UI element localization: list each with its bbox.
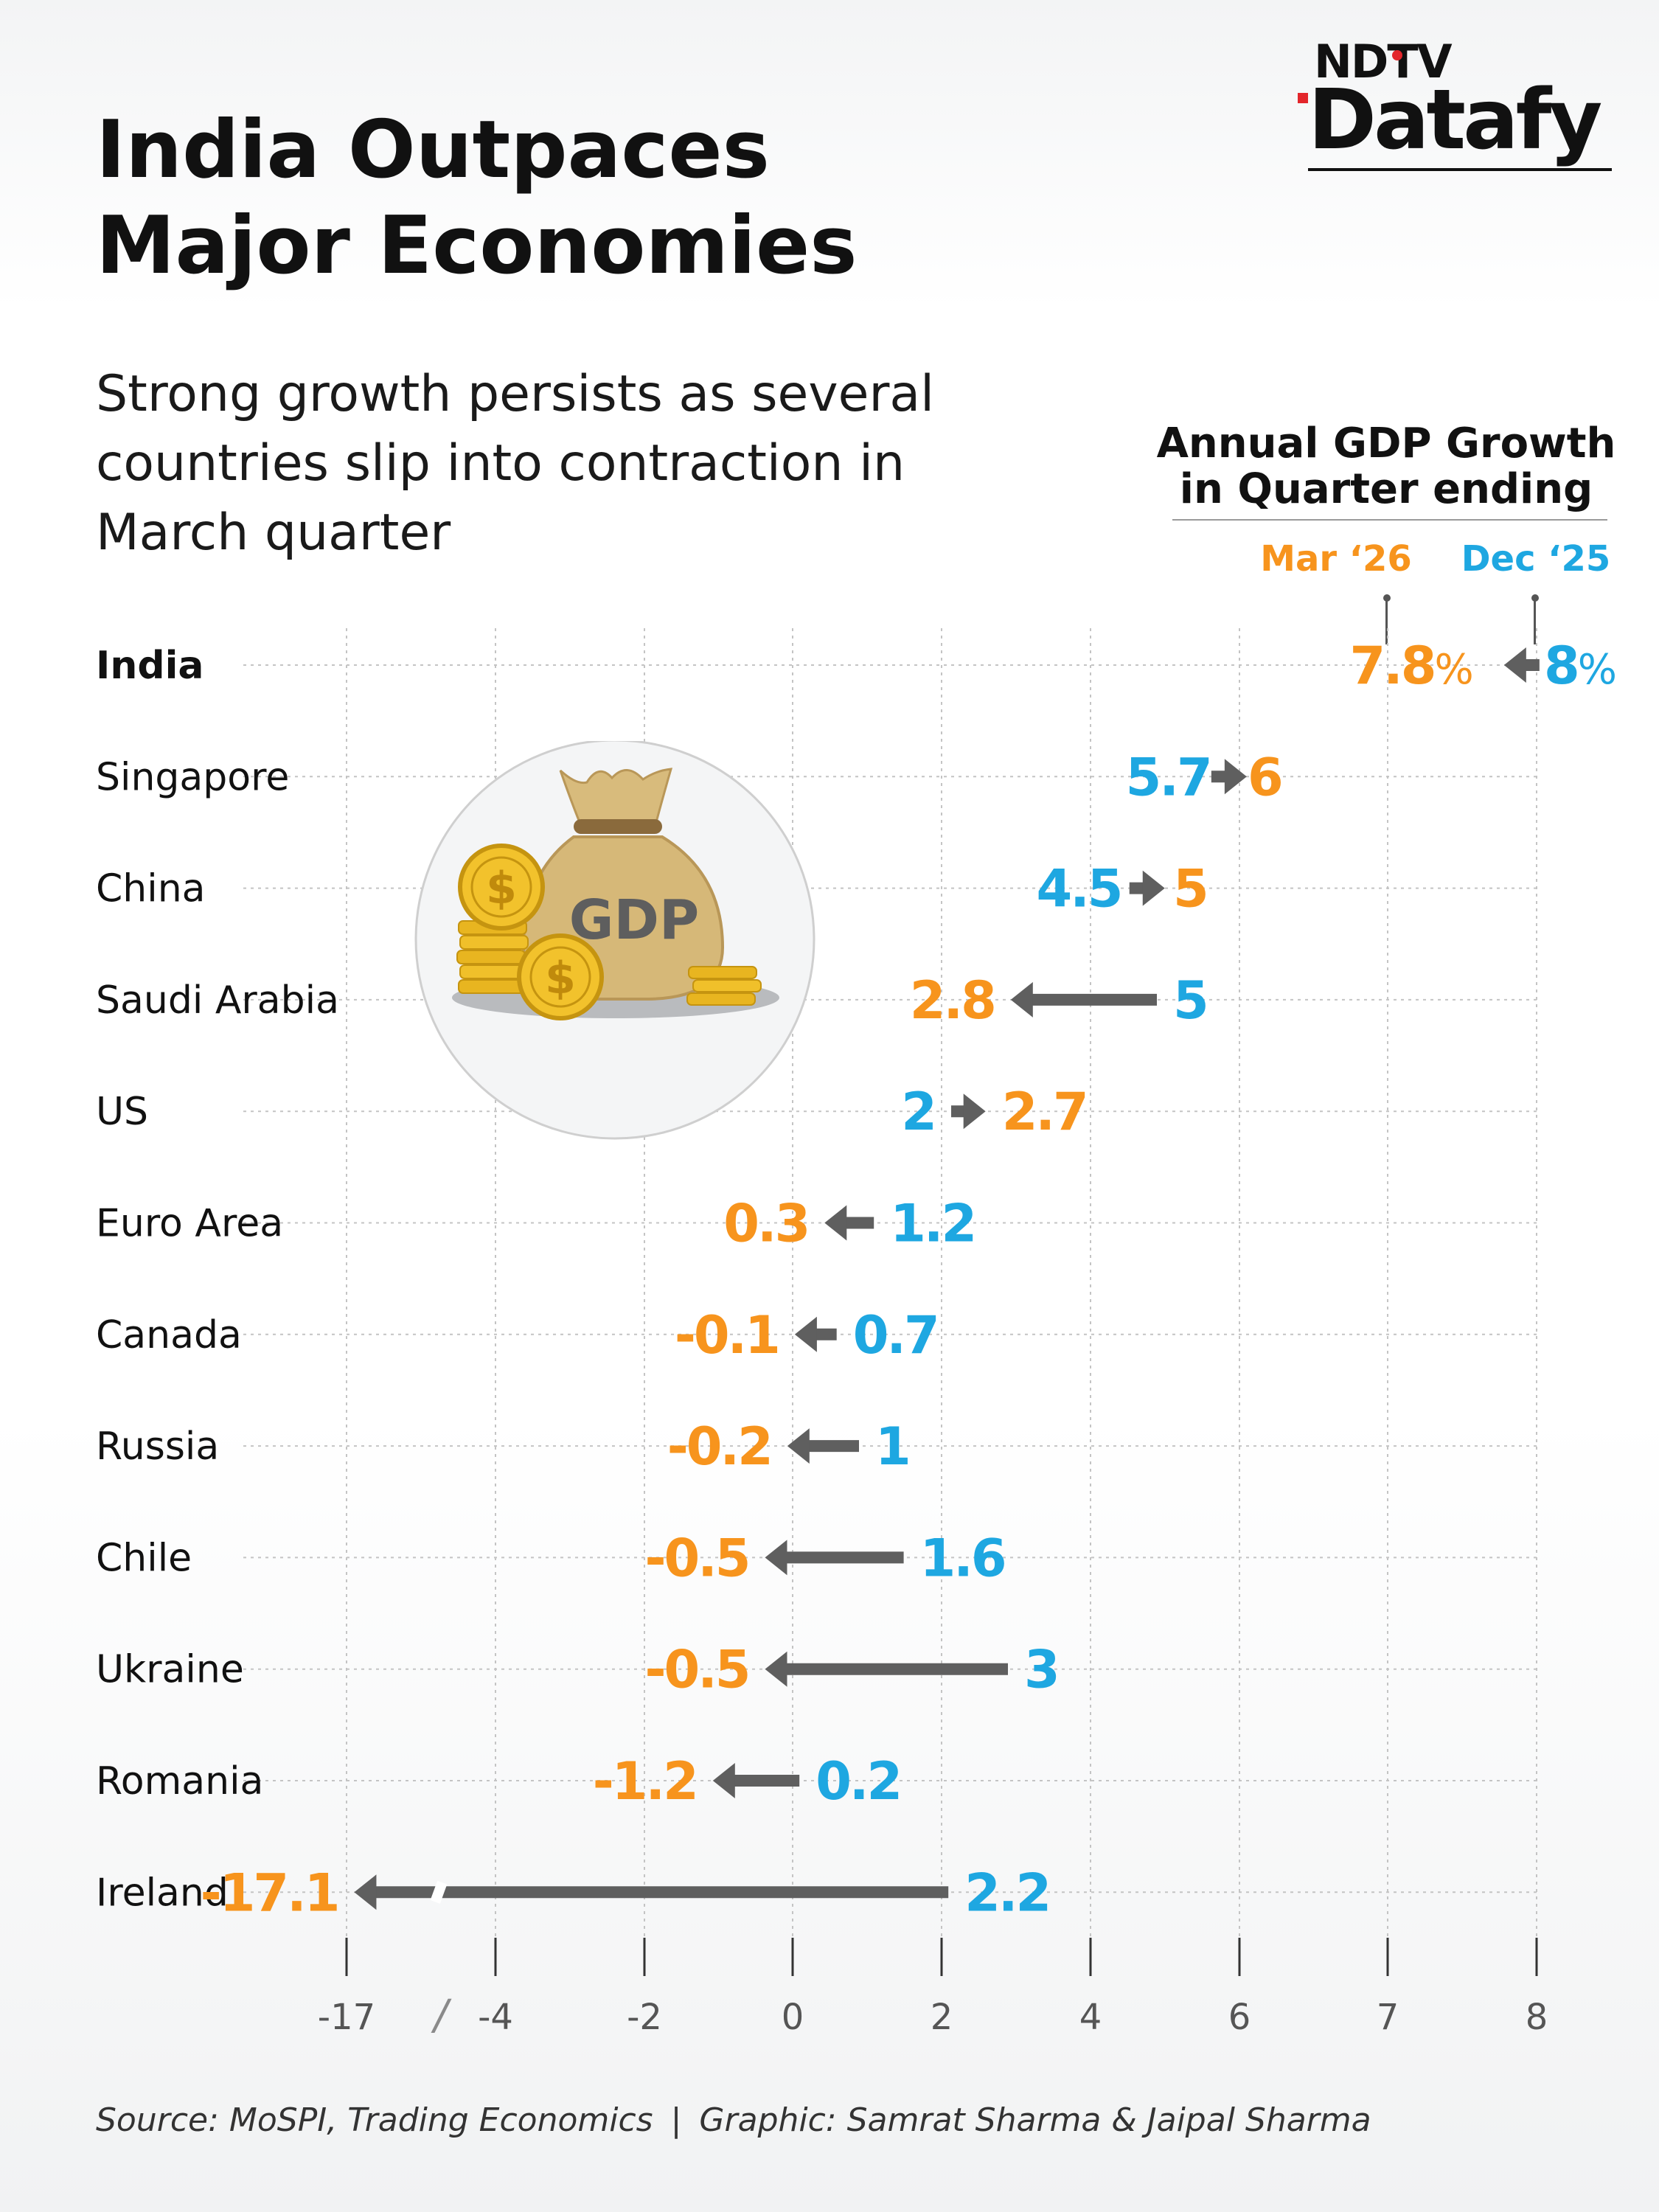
category-label-ireland: Ireland <box>96 1871 229 1915</box>
legend-tick-dec-25 <box>1534 599 1536 644</box>
dollar-coin-icon-top: $ <box>458 844 545 931</box>
dec-25-value-euro-area: 1.2 <box>890 1194 975 1254</box>
x-tick-label-8: 8 <box>1526 1997 1548 2038</box>
change-arrow-head-romania <box>712 1763 735 1798</box>
mar-26-value-romania: -1.2 <box>593 1751 697 1812</box>
mar-26-value-ireland: -17.1 <box>201 1863 338 1923</box>
x-tick-label-4: 2 <box>931 1997 953 2038</box>
source-text: Source: MoSPI, Trading Economics <box>96 2101 653 2139</box>
legend-title-line-1: Annual GDP Growth <box>1156 420 1616 467</box>
category-label-chile: Chile <box>96 1536 192 1580</box>
x-tick-label-1: -4 <box>478 1997 513 2038</box>
mar-26-value-india: 7.8% <box>1349 636 1472 696</box>
change-arrow-head-singapore <box>1224 759 1247 795</box>
dec-25-value-us: 2 <box>901 1082 935 1142</box>
change-arrow-head-canada <box>794 1316 817 1352</box>
dec-25-value-singapore: 5.7 <box>1126 747 1211 807</box>
footer-separator: | <box>670 2101 682 2139</box>
mar-26-value-us: 2.7 <box>1002 1082 1087 1142</box>
change-arrow-head-china <box>1142 870 1165 906</box>
category-label-euro-area: Euro Area <box>96 1202 283 1246</box>
dec-25-value-romania: 0.2 <box>815 1751 900 1812</box>
title-line-2: Major Economies <box>96 200 858 292</box>
mar-26-value-chile: -0.5 <box>644 1528 748 1588</box>
category-label-ukraine: Ukraine <box>96 1648 244 1692</box>
legend-marker-mar-26 <box>1383 594 1391 602</box>
category-label-india: India <box>96 644 204 688</box>
logo-underline <box>1308 168 1612 171</box>
mar-26-value-ukraine: -0.5 <box>644 1640 748 1700</box>
dollar-coin-icon-bottom: $ <box>517 933 604 1020</box>
change-arrow-head-euro-area <box>824 1205 847 1241</box>
logo-ndtv: NDTV <box>1314 35 1453 88</box>
mar-26-value-singapore: 6 <box>1248 747 1281 807</box>
category-label-saudi-arabia: Saudi Arabia <box>96 978 339 1023</box>
axis-break-gap <box>430 1880 448 1904</box>
credit-text: Graphic: Samrat Sharma & Jaipal Sharma <box>699 2101 1371 2139</box>
dec-25-value-russia: 1 <box>875 1416 909 1477</box>
change-arrow-head-us <box>963 1093 986 1130</box>
x-tick-label-5: 4 <box>1079 1997 1102 2038</box>
change-arrow-head-russia <box>787 1428 810 1464</box>
legend-label-dec-25: Dec ‘25 <box>1461 538 1611 580</box>
legend-divider <box>1172 519 1607 521</box>
category-label-us: US <box>96 1090 148 1134</box>
legend-tick-mar-26 <box>1385 599 1388 644</box>
subtitle-line-3: March quarter <box>96 504 451 562</box>
x-tick-label-3: 0 <box>782 1997 804 2038</box>
title-line-1: India Outpaces <box>96 104 770 196</box>
category-label-singapore: Singapore <box>96 755 289 799</box>
dec-25-value-india: 8% <box>1544 636 1615 696</box>
category-label-canada: Canada <box>96 1313 242 1357</box>
bag-label: GDP <box>569 888 699 952</box>
change-arrow-head-saudi-arabia <box>1010 981 1033 1018</box>
logo-datafy: Datafy <box>1308 72 1602 168</box>
category-label-china: China <box>96 867 206 911</box>
money-bag-illustration: GDP $ $ <box>414 741 815 1140</box>
gdp-growth-chart: -17 -4 -2 0 2 4 6 7 8 / India 8% 7.8% Singapore 5.7 6 Ch… <box>96 628 1618 2039</box>
legend-marker-dec-25 <box>1531 594 1539 602</box>
dec-25-value-ukraine: 3 <box>1024 1640 1058 1700</box>
category-label-romania: Romania <box>96 1759 263 1804</box>
change-arrow-head-ireland <box>354 1874 377 1910</box>
dec-25-value-ireland: 2.2 <box>964 1863 1049 1923</box>
legend-title-line-2: in Quarter ending <box>1179 465 1593 513</box>
subtitle-line-2: countries slip into contraction in <box>96 434 905 493</box>
mar-26-value-euro-area: 0.3 <box>723 1194 808 1254</box>
logo-red-square <box>1298 93 1308 103</box>
mar-26-value-china: 5 <box>1173 859 1207 919</box>
coin-stack-right <box>686 966 762 1006</box>
x-tick-label-2: -2 <box>627 1997 662 2038</box>
dec-25-value-china: 4.5 <box>1036 859 1121 919</box>
legend-label-mar-26: Mar ‘26 <box>1260 538 1412 580</box>
svg-text:$: $ <box>545 953 576 1004</box>
mar-26-value-saudi-arabia: 2.8 <box>910 970 995 1031</box>
logo-red-dot <box>1392 50 1402 60</box>
bag-string <box>574 819 662 834</box>
footer: Source: MoSPI, Trading Economics | Graphic… <box>96 2101 1571 2139</box>
change-arrow-head-india <box>1503 647 1526 683</box>
dec-25-value-canada: 0.7 <box>853 1305 938 1366</box>
svg-text:$: $ <box>486 863 517 914</box>
change-arrow-head-chile <box>765 1540 787 1576</box>
mar-26-value-canada: -0.1 <box>675 1305 779 1366</box>
x-axis-break-mark: / <box>431 1992 452 2039</box>
dec-25-value-chile: 1.6 <box>920 1528 1005 1588</box>
x-tick-label-6: 6 <box>1228 1997 1251 2038</box>
change-arrow-head-ukraine <box>765 1651 787 1687</box>
category-label-russia: Russia <box>96 1425 219 1469</box>
mar-26-value-russia: -0.2 <box>667 1416 771 1477</box>
x-tick-label-7: 7 <box>1377 1997 1399 2038</box>
dec-25-value-saudi-arabia: 5 <box>1173 970 1207 1031</box>
x-tick-label-0: -17 <box>318 1997 375 2038</box>
subtitle-line-1: Strong growth persists as several <box>96 365 934 423</box>
